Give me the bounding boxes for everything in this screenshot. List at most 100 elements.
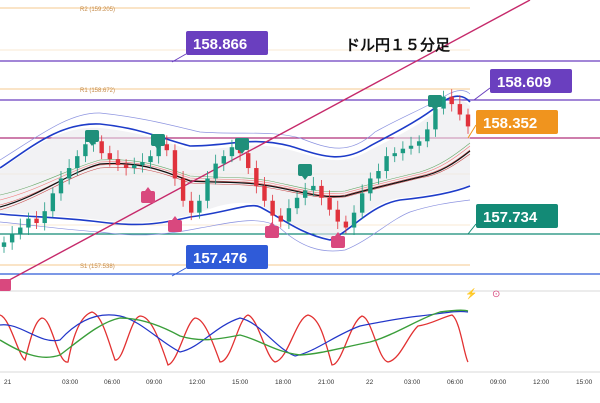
alert-icon: ⚡ [465, 287, 477, 300]
candle-body [26, 218, 31, 228]
candle-body [205, 178, 210, 201]
chart-title: ドル円１５分足 [345, 36, 451, 54]
candle-body [278, 215, 283, 222]
low-marker [331, 232, 345, 248]
low-marker [141, 187, 155, 203]
price-tag-157734: 157.734 [467, 204, 558, 235]
high-marker [428, 95, 442, 111]
candle-body [286, 208, 292, 222]
price-tag-158352: 158.352 [467, 110, 558, 139]
candle-body [465, 114, 471, 127]
band-lower [0, 185, 471, 241]
candle-body [335, 209, 340, 222]
candle-body [294, 197, 300, 209]
candle-body [189, 200, 194, 213]
high-marker [235, 138, 249, 154]
x-tick-label: 18:00 [275, 379, 292, 386]
candle-body [262, 185, 267, 201]
price-tag-text: 158.866 [193, 36, 247, 53]
candle-body [213, 163, 218, 179]
candle-body [164, 144, 170, 151]
candle-body [433, 108, 438, 130]
candle-body [384, 156, 389, 172]
candle-body [327, 197, 332, 210]
candle-body [302, 190, 308, 198]
candle-body [368, 178, 373, 194]
ref-label-r2: R2 (159.205) [80, 7, 115, 13]
candle-body [180, 178, 186, 201]
candle-body [18, 227, 23, 234]
candle-body [148, 156, 153, 163]
ref-label-s1: S1 (157.538) [80, 264, 115, 270]
osc-blue [0, 310, 469, 357]
candle-body [172, 150, 178, 179]
band-outer-lower [0, 199, 471, 252]
x-tick-label: 21:00 [318, 379, 335, 386]
candle-body [221, 156, 226, 164]
candle-body [140, 162, 145, 166]
band-fill [0, 99, 470, 238]
candle-body [376, 171, 381, 179]
candle-body [123, 165, 129, 169]
price-tag-text: 158.609 [497, 74, 551, 91]
x-tick-label: 21 [4, 379, 12, 386]
candle-body [343, 221, 349, 228]
candle-body [66, 168, 72, 179]
candle-body [246, 153, 251, 169]
price-tag-text: 158.352 [483, 115, 537, 132]
x-tick-label: 03:00 [62, 379, 79, 386]
candle-body [229, 147, 235, 157]
candle-body [311, 185, 316, 191]
oscillator-panel [0, 309, 469, 366]
candle-body [457, 104, 463, 115]
grid [0, 290, 600, 373]
x-tick-label: 06:00 [447, 379, 464, 386]
low-marker [0, 279, 11, 291]
candle-body [416, 141, 422, 146]
x-tick-label: 12:00 [533, 379, 550, 386]
candle-body [83, 144, 88, 157]
high-marker [298, 164, 312, 180]
low-marker [265, 222, 279, 238]
price-tag-157476: 157.476 [171, 245, 268, 277]
candle-body [441, 96, 446, 109]
candle-body [115, 159, 121, 166]
x-tick-label: 09:00 [490, 379, 507, 386]
candle-body [156, 144, 161, 157]
candle-body [34, 218, 39, 224]
price-tag-text: 157.734 [483, 209, 538, 226]
swing-markers [0, 95, 442, 291]
price-tag-text: 157.476 [193, 250, 247, 267]
candle-body [99, 141, 104, 154]
candle-body [42, 211, 47, 224]
candle-body [351, 212, 357, 228]
high-marker [151, 134, 165, 150]
ma-black [0, 150, 471, 208]
ma-ribbon [0, 142, 471, 211]
candle-body [425, 129, 430, 142]
x-tick-label: 06:00 [104, 379, 121, 386]
candle-body [197, 200, 202, 213]
x-tick-label: 12:00 [189, 379, 206, 386]
x-tick-label: 03:00 [404, 379, 421, 386]
osc-green [0, 309, 469, 359]
x-tick-label: 09:00 [146, 379, 163, 386]
candle-body [392, 153, 397, 157]
candle-body [449, 96, 454, 105]
price-tag-158609: 158.609 [473, 69, 572, 101]
candle-body [400, 148, 406, 154]
candle-body [319, 185, 324, 198]
candle-body [270, 200, 275, 216]
trend-line [0, 0, 531, 286]
candle-body [107, 153, 113, 160]
low-marker [168, 216, 182, 232]
candle-body [1, 242, 7, 247]
ref-label-r1: R1 (158.672) [80, 88, 115, 94]
target-icon: ⊙ [492, 289, 500, 300]
candle-body [9, 233, 15, 243]
price-tag-158866: 158.866 [171, 31, 268, 63]
x-tick-label: 15:00 [232, 379, 249, 386]
x-axis: 21 03:00 06:00 09:00 12:00 15:00 18:00 2… [4, 379, 593, 386]
candle-body [75, 156, 80, 169]
